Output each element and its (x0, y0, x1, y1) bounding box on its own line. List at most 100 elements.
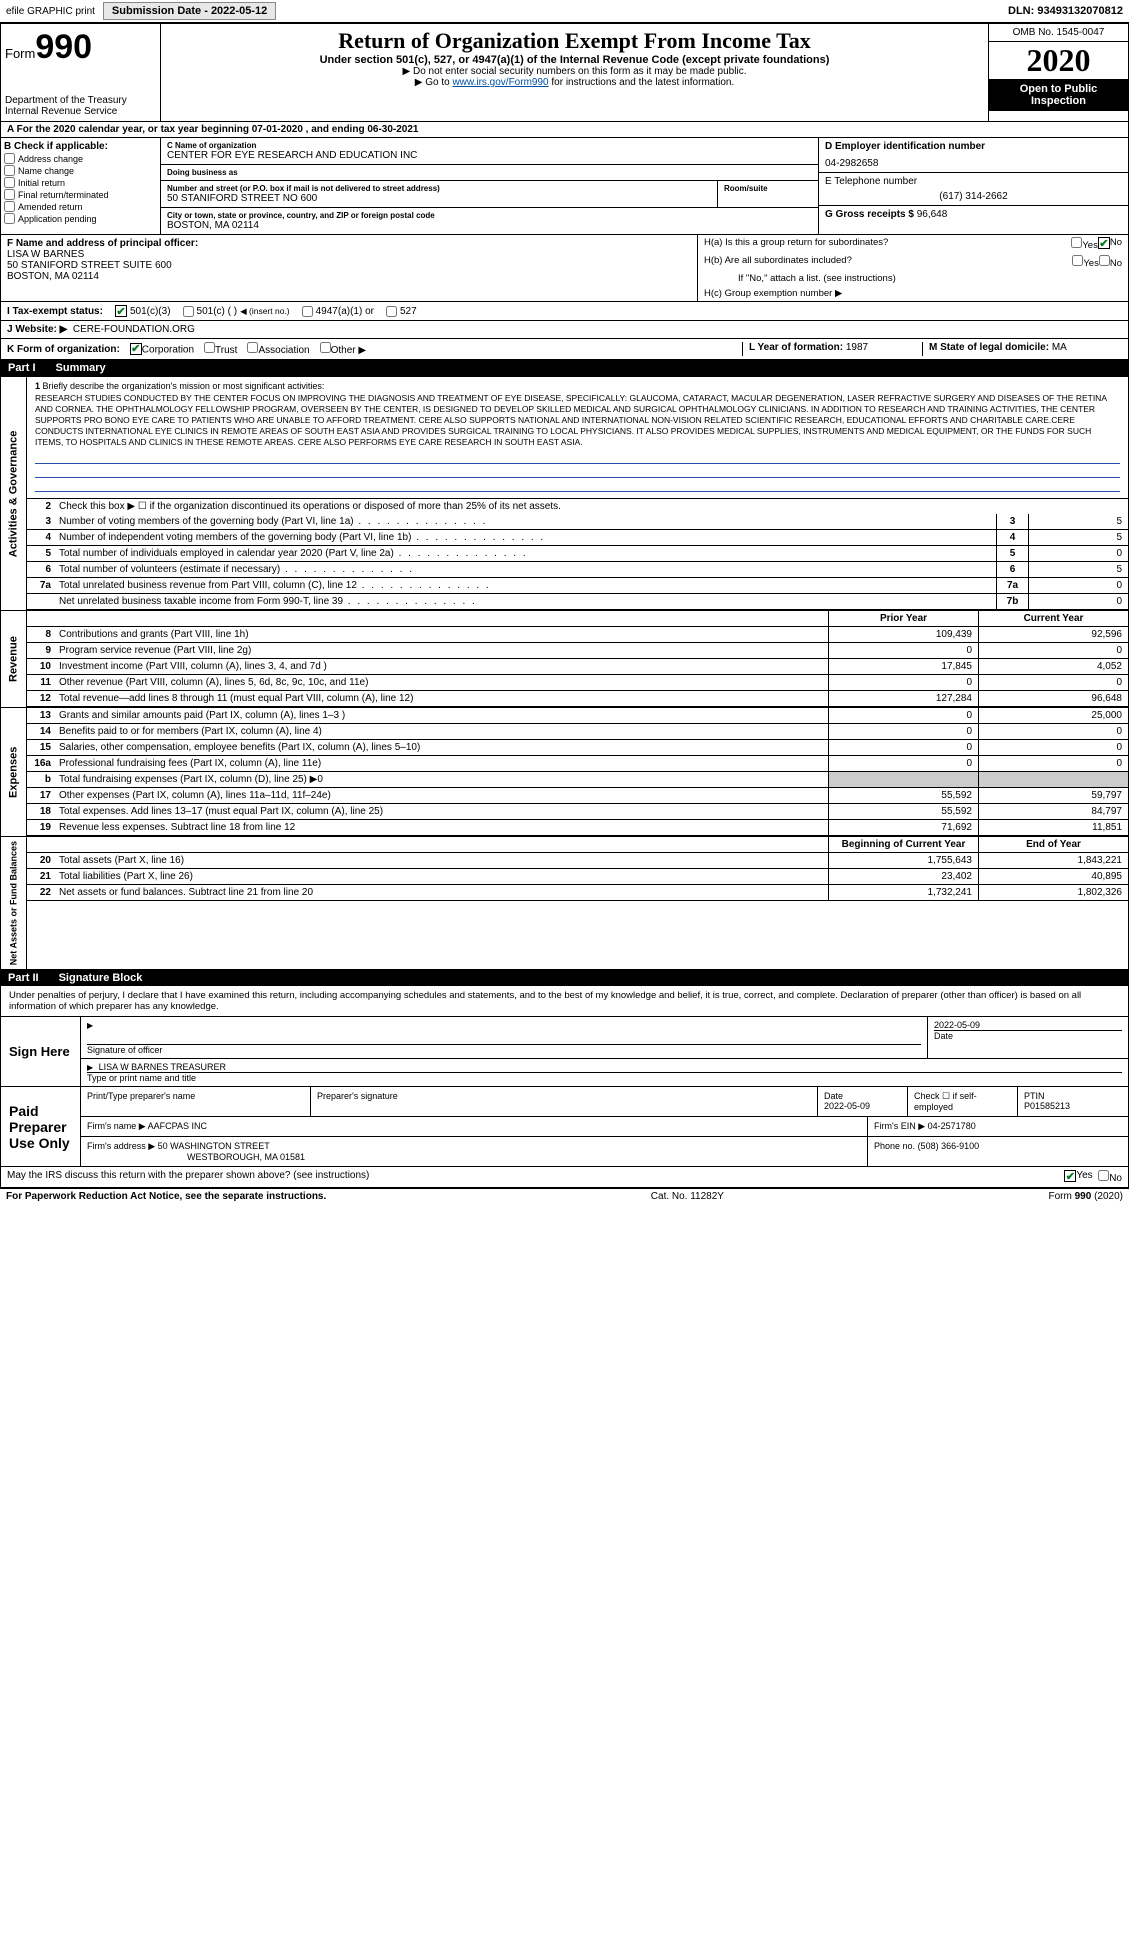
hb-note: If "No," attach a list. (see instruction… (698, 271, 1128, 286)
sig-declaration: Under penalties of perjury, I declare th… (1, 986, 1128, 1016)
gross-label: G Gross receipts $ (825, 209, 914, 220)
period-pre: A For the 2020 calendar year, or tax yea… (7, 124, 252, 135)
hb-no[interactable]: No (1099, 255, 1122, 269)
footer-right: Form 990 (2020) (1049, 1191, 1123, 1202)
room-label: Room/suite (724, 184, 812, 193)
check-application-pending[interactable]: Application pending (4, 213, 157, 224)
line-14: 14Benefits paid to or for members (Part … (27, 724, 1128, 740)
website-row: J Website: ▶ CERE-FOUNDATION.ORG (0, 321, 1129, 339)
check-initial-return[interactable]: Initial return (4, 177, 157, 188)
i-label: I Tax-exempt status: (7, 306, 103, 317)
form-note-2: ▶ Go to www.irs.gov/Form990 for instruct… (165, 77, 984, 88)
pt-check-label: Check ☐ if self-employed (908, 1087, 1018, 1116)
chk-527[interactable]: 527 (386, 306, 417, 317)
omb-number: OMB No. 1545-0047 (989, 24, 1128, 42)
m-value: MA (1052, 342, 1067, 353)
eoyr-header: End of Year (978, 837, 1128, 852)
line-20: 20Total assets (Part X, line 16)1,755,64… (27, 853, 1128, 869)
vtab-revenue: Revenue (1, 611, 27, 707)
ha-no-checked (1098, 237, 1110, 249)
org-name: CENTER FOR EYE RESEARCH AND EDUCATION IN… (167, 150, 812, 161)
rev-col-headers: Prior Year Current Year (27, 611, 1128, 627)
check-name-change[interactable]: Name change (4, 165, 157, 176)
mission-block: 1 Briefly describe the organization's mi… (27, 377, 1128, 499)
chk-4947[interactable]: 4947(a)(1) or (302, 306, 374, 317)
footer-mid: Cat. No. 11282Y (651, 1191, 724, 1202)
mission-text: RESEARCH STUDIES CONDUCTED BY THE CENTER… (35, 393, 1120, 448)
summary-line-7a: 7aTotal unrelated business revenue from … (27, 578, 1128, 594)
website-value: CERE-FOUNDATION.ORG (73, 324, 195, 335)
hb-yes[interactable]: Yes (1072, 255, 1099, 269)
prior-year-header: Prior Year (828, 611, 978, 626)
line-21: 21Total liabilities (Part X, line 26)23,… (27, 869, 1128, 885)
form-header: Form990 Department of the Treasury Inter… (0, 23, 1129, 122)
chk-501c[interactable]: 501(c) ( ) ◀ (insert no.) (183, 306, 290, 317)
part-1-header: Part I Summary (0, 360, 1129, 376)
discuss-no[interactable]: No (1098, 1170, 1122, 1184)
check-if-applicable: B Check if applicable: (4, 141, 157, 152)
line-8: 8Contributions and grants (Part VIII, li… (27, 627, 1128, 643)
q2-text: Check this box ▶ ☐ if the organization d… (55, 499, 1128, 514)
efile-label: efile GRAPHIC print (6, 6, 95, 17)
ha-label: H(a) Is this a group return for subordin… (704, 237, 1071, 251)
city-label: City or town, state or province, country… (167, 211, 812, 220)
dept-label: Department of the Treasury Internal Reve… (5, 95, 156, 117)
form-subtitle: Under section 501(c), 527, or 4947(a)(1)… (165, 54, 984, 66)
summary-line-5: 5Total number of individuals employed in… (27, 546, 1128, 562)
line-22: 22Net assets or fund balances. Subtract … (27, 885, 1128, 901)
f-h-row: F Name and address of principal officer:… (0, 235, 1129, 302)
period-mid: , and ending (303, 124, 367, 135)
form-number: 990 (35, 28, 92, 66)
form-note-1: ▶ Do not enter social security numbers o… (165, 66, 984, 77)
check-address-change[interactable]: Address change (4, 153, 157, 164)
check-final-return-terminated[interactable]: Final return/terminated (4, 189, 157, 200)
chk-501c3[interactable]: 501(c)(3) (115, 305, 171, 317)
preparer-header-row: Print/Type preparer's name Preparer's si… (81, 1087, 1128, 1117)
line-11: 11Other revenue (Part VIII, column (A), … (27, 675, 1128, 691)
chk-corp[interactable]: Corporation (130, 343, 194, 356)
sig-officer-label: Signature of officer (87, 1044, 921, 1055)
note2-pre: ▶ Go to (415, 77, 453, 88)
line-9: 9Program service revenue (Part VIII, lin… (27, 643, 1128, 659)
part-2-label: Part II (8, 972, 39, 984)
summary-expenses: Expenses 13Grants and similar amounts pa… (0, 708, 1129, 837)
pt-sig-label: Preparer's signature (311, 1087, 818, 1116)
l-value: 1987 (846, 342, 868, 353)
vtab-expenses: Expenses (1, 708, 27, 836)
part-1-title: Summary (56, 362, 106, 374)
part-1-label: Part I (8, 362, 36, 374)
vtab-netassets: Net Assets or Fund Balances (1, 837, 27, 969)
line-19: 19Revenue less expenses. Subtract line 1… (27, 820, 1128, 836)
na-col-headers: Beginning of Current Year End of Year (27, 837, 1128, 853)
pt-date: 2022-05-09 (824, 1101, 870, 1111)
addr-label: Number and street (or P.O. box if mail i… (167, 184, 711, 193)
form-org-row: K Form of organization: Corporation Trus… (0, 339, 1129, 360)
summary-netassets: Net Assets or Fund Balances Beginning of… (0, 837, 1129, 970)
submission-date-button[interactable]: Submission Date - 2022-05-12 (103, 2, 276, 20)
line-b: bTotal fundraising expenses (Part IX, co… (27, 772, 1128, 788)
chk-trust[interactable]: Trust (204, 342, 237, 356)
sig-name-title: LISA W BARNES TREASURER (99, 1062, 226, 1072)
form-990-label: Form990 (5, 28, 156, 67)
col-d-ein: D Employer identification number04-29826… (818, 138, 1128, 234)
vtab-activities: Activities & Governance (1, 377, 27, 610)
org-name-label: C Name of organization (167, 141, 812, 150)
ptin-value: P01585213 (1024, 1101, 1070, 1111)
check-icon (115, 305, 127, 317)
summary-revenue: Revenue Prior Year Current Year 8Contrib… (0, 611, 1129, 708)
check-amended-return[interactable]: Amended return (4, 201, 157, 212)
ha-yes[interactable]: Yes (1071, 237, 1098, 251)
phone-label: E Telephone number (825, 176, 917, 187)
chk-other[interactable]: Other ▶ (320, 342, 366, 356)
f-addr2: BOSTON, MA 02114 (7, 271, 99, 282)
form990-link[interactable]: www.irs.gov/Form990 (452, 77, 548, 88)
form-word: Form (5, 46, 35, 61)
line-16a: 16aProfessional fundraising fees (Part I… (27, 756, 1128, 772)
f-name: LISA W BARNES (7, 249, 84, 260)
chk-assoc[interactable]: Association (247, 342, 309, 356)
top-bar: efile GRAPHIC print Submission Date - 20… (0, 0, 1129, 23)
note2-post: for instructions and the latest informat… (549, 77, 735, 88)
city-value: BOSTON, MA 02114 (167, 220, 812, 231)
f-addr1: 50 STANIFORD STREET SUITE 600 (7, 260, 172, 271)
period-end: 06-30-2021 (367, 124, 418, 135)
